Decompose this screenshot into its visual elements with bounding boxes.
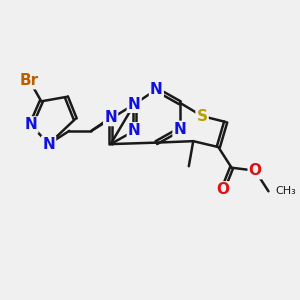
Text: S: S (196, 109, 208, 124)
Text: N: N (104, 110, 117, 125)
Text: N: N (42, 136, 55, 152)
Text: Br: Br (20, 73, 39, 88)
Text: N: N (128, 97, 141, 112)
Text: O: O (249, 163, 262, 178)
Text: N: N (128, 123, 141, 138)
Text: CH₃: CH₃ (276, 186, 297, 196)
Text: O: O (216, 182, 229, 197)
Text: N: N (150, 82, 163, 97)
Text: N: N (25, 117, 38, 132)
Text: N: N (174, 122, 186, 137)
